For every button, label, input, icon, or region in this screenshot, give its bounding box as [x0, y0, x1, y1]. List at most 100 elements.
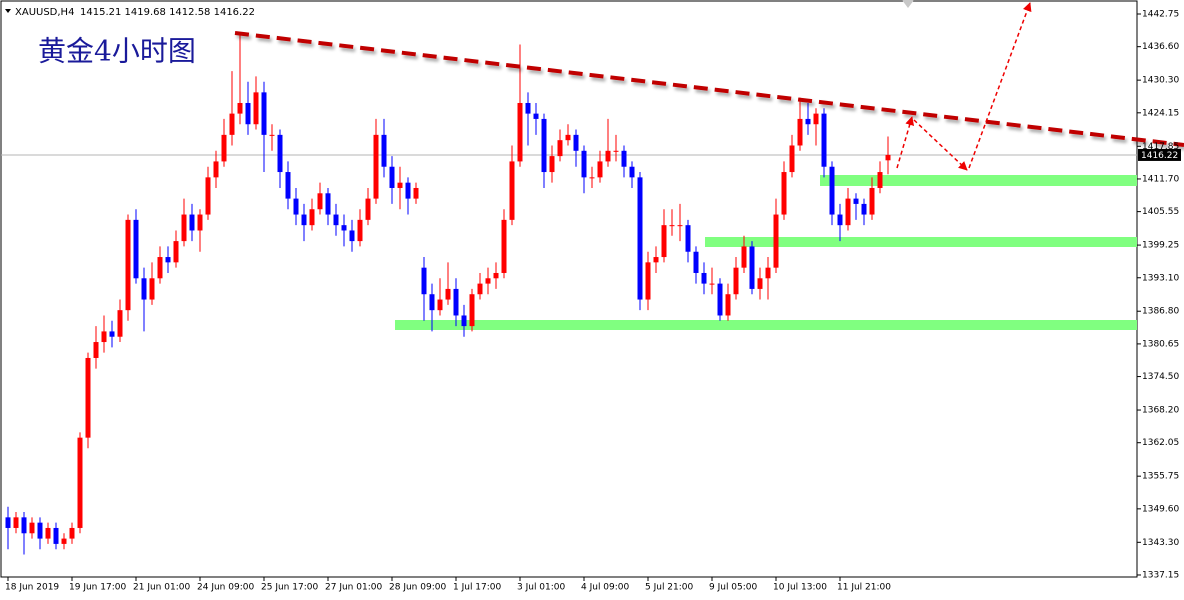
x-tick-label: 1 Jul 17:00 — [453, 583, 502, 593]
candle-body — [245, 102, 251, 125]
y-tick-label: 1386.80 — [1142, 307, 1179, 317]
candle-body — [109, 331, 115, 337]
candle-body — [165, 257, 171, 263]
candle-body — [197, 214, 203, 231]
menu-arrow — [5, 9, 11, 13]
y-tick-label: 1417.85 — [1142, 142, 1179, 152]
candle-body — [853, 198, 859, 204]
y-tick-label: 1436.60 — [1142, 42, 1179, 52]
candle-body — [653, 257, 659, 263]
candle-body — [21, 517, 27, 534]
candle-body — [749, 246, 755, 289]
candle-body — [725, 294, 731, 316]
candle-body — [333, 214, 339, 226]
y-tick-label: 1362.05 — [1142, 438, 1179, 448]
candle-body — [565, 134, 571, 141]
candle-body — [741, 246, 747, 268]
candle-body — [485, 278, 491, 284]
candle-body — [413, 187, 419, 199]
candle-body — [381, 134, 387, 167]
y-tick-label: 1399.25 — [1142, 241, 1179, 251]
x-tick-label: 10 Jul 13:00 — [773, 583, 827, 593]
forecast-arrow — [896, 116, 915, 169]
candle-body — [261, 92, 267, 135]
candle-body — [693, 251, 699, 273]
y-tick-label: 1343.30 — [1142, 538, 1179, 548]
candle-body — [189, 214, 195, 231]
candle-body — [477, 283, 483, 295]
candle-body — [85, 357, 91, 438]
candle-body — [493, 272, 499, 279]
x-tick-label: 19 Jun 17:00 — [69, 583, 126, 593]
candle-body — [765, 267, 771, 279]
candle-body — [789, 145, 795, 173]
candle-body — [13, 517, 19, 528]
y-tick-label: 1380.65 — [1142, 339, 1179, 349]
candle-body — [373, 134, 379, 199]
candle-body — [349, 230, 355, 242]
price-label: 1416.22 — [1141, 151, 1178, 161]
candle-body — [605, 150, 611, 162]
candle-body — [461, 315, 467, 327]
forecast-arrow — [968, 2, 1032, 169]
candle-body — [581, 150, 587, 178]
candle-body — [389, 166, 395, 188]
candle-body — [869, 187, 875, 215]
support-zone — [395, 320, 1137, 330]
candle-body — [285, 172, 291, 199]
candle-body — [181, 214, 187, 242]
x-tick-label: 9 Jul 05:00 — [709, 583, 758, 593]
candle-body — [253, 92, 259, 125]
candle-body — [797, 118, 803, 146]
candle-body — [141, 278, 147, 300]
candle-body — [837, 214, 843, 226]
candle-body — [397, 182, 403, 188]
candle-body — [613, 150, 619, 152]
annotations — [234, 0, 1184, 245]
x-tick-label: 5 Jul 21:00 — [645, 583, 694, 593]
x-tick-label: 3 Jul 01:00 — [517, 583, 566, 593]
y-tick-label: 1368.20 — [1142, 406, 1179, 416]
candle-body — [277, 134, 283, 173]
candle-body — [677, 225, 683, 227]
candle-body — [61, 538, 67, 544]
candle-body — [501, 219, 507, 273]
candle-body — [125, 219, 131, 311]
candle-body — [37, 522, 43, 539]
candle-body — [357, 219, 363, 242]
candle-body — [445, 288, 451, 300]
price-label-box — [1138, 148, 1181, 161]
candle-body — [173, 241, 179, 263]
y-tick-label: 1374.50 — [1142, 372, 1179, 382]
candle-body — [717, 283, 723, 316]
candle-body — [541, 118, 547, 173]
chart-title: 黄金4小时图 — [38, 35, 196, 68]
candle-body — [45, 527, 51, 539]
y-tick-label: 1424.15 — [1142, 108, 1179, 118]
x-tick-label: 18 Jun 2019 — [5, 583, 59, 593]
candle-body — [829, 166, 835, 215]
candle-body — [637, 177, 643, 300]
candle-body — [213, 161, 219, 178]
candle-body — [437, 299, 443, 311]
candle-body — [469, 294, 475, 327]
candle-body — [621, 150, 627, 167]
candle-body — [533, 113, 539, 119]
candle-body — [861, 203, 867, 215]
candle-body — [341, 225, 347, 231]
candles — [5, 33, 891, 555]
candle-body — [325, 193, 331, 215]
y-tick-label: 1442.75 — [1142, 10, 1179, 20]
shift-marker — [902, 0, 914, 8]
x-tick-label: 4 Jul 09:00 — [581, 583, 630, 593]
y-tick-label: 1337.15 — [1142, 570, 1179, 580]
y-tick-label: 1405.55 — [1142, 207, 1179, 217]
trend-line — [234, 31, 1184, 147]
candle-body — [589, 177, 595, 179]
candle-body — [93, 342, 99, 358]
candle-body — [101, 331, 107, 343]
candle-body — [157, 257, 163, 279]
y-tick-label: 1393.10 — [1142, 273, 1179, 283]
candle-body — [405, 182, 411, 199]
